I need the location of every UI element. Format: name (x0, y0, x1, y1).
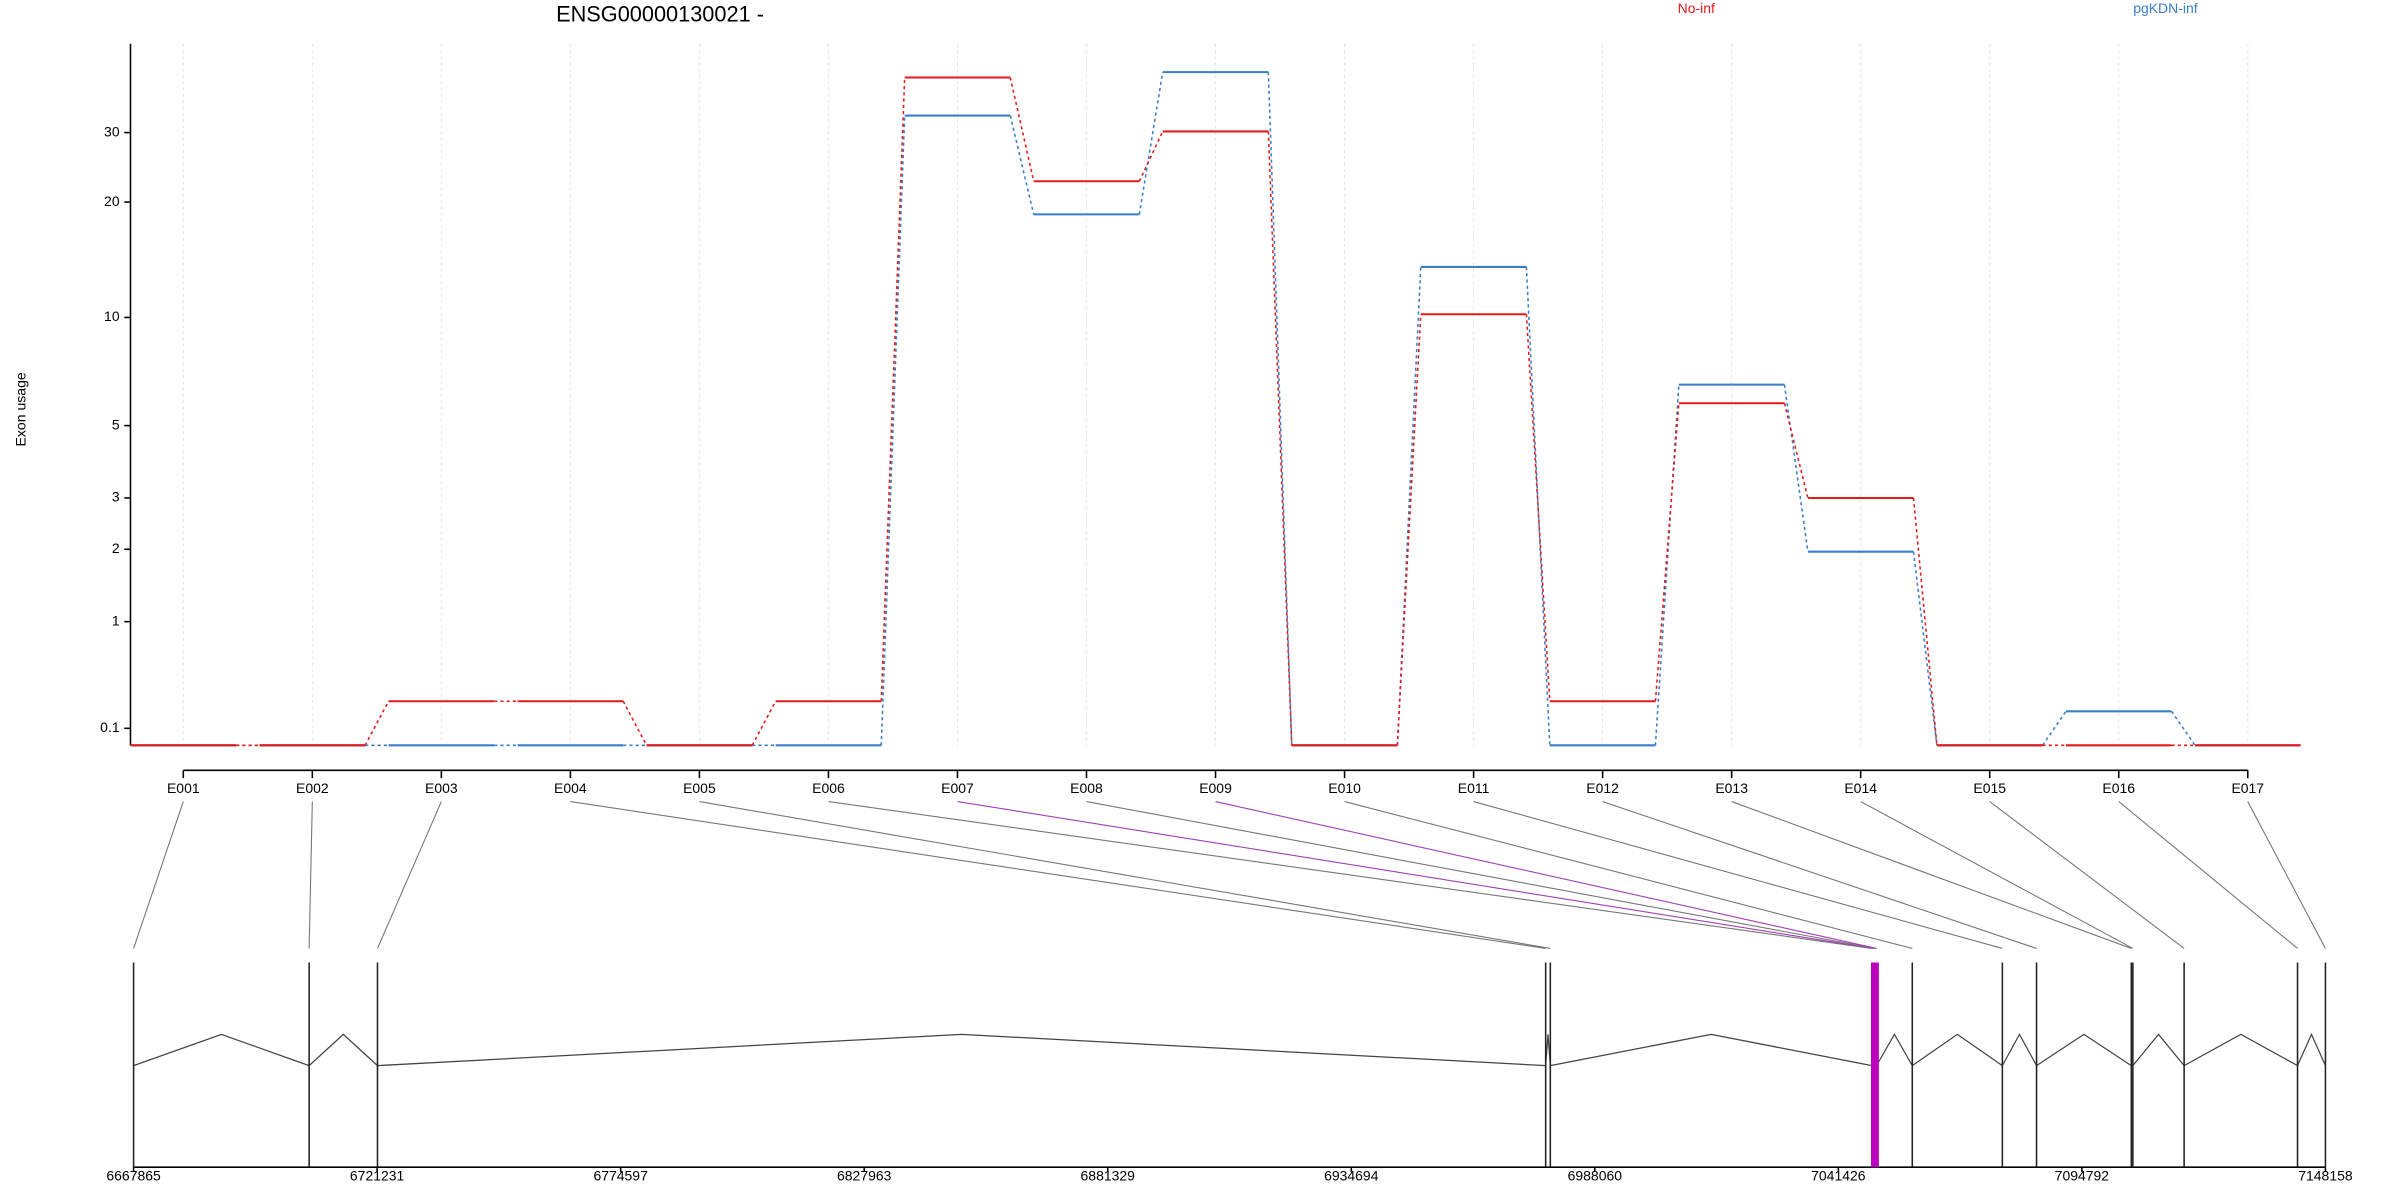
connector (2170, 710, 2196, 746)
intron (2296, 1032, 2327, 1066)
exon-link (133, 801, 184, 949)
y-tick-label: 10 (104, 308, 120, 324)
exon-link (1215, 801, 1877, 949)
gene-tick-label: 7148158 (2298, 1167, 2353, 1183)
connector (2041, 710, 2067, 746)
x-tick-label: E008 (1070, 780, 1103, 796)
connector (1912, 551, 1938, 746)
connector (1525, 266, 1551, 746)
connector (1009, 115, 1035, 215)
legend-label: No-inf (1678, 0, 1715, 16)
intron (133, 1033, 310, 1067)
intron (308, 1033, 378, 1067)
y-tick-label: 3 (112, 489, 120, 505)
connector (1912, 497, 1938, 746)
connector (1783, 384, 1809, 552)
intron (1911, 1033, 2003, 1067)
connector (1525, 314, 1551, 702)
gene-tick-label: 6827963 (837, 1167, 892, 1183)
x-tick-label: E010 (1328, 780, 1361, 796)
exon-link (2247, 801, 2326, 949)
exon-link (2118, 801, 2298, 949)
intron (1550, 1033, 1873, 1067)
connector (751, 700, 777, 746)
gene-tick-label: 7094792 (2055, 1167, 2110, 1183)
y-tick-label: 0.1 (100, 719, 120, 735)
intron (2036, 1033, 2132, 1067)
gene-tick-label: 7041426 (1811, 1167, 1866, 1183)
y-tick-label: 20 (104, 193, 120, 209)
exon-link (1731, 801, 2132, 949)
legend-label: pgKDN-inf (2133, 0, 2198, 16)
gene-tick-label: 6881329 (1081, 1167, 1136, 1183)
y-tick-label: 1 (112, 612, 120, 628)
exon-link (1989, 801, 2185, 949)
y-axis-label: Exon usage (12, 372, 28, 446)
x-tick-label: E014 (1844, 780, 1877, 796)
connector (622, 700, 648, 746)
exon-link (957, 801, 1874, 949)
connector (880, 115, 906, 746)
exon-link (1602, 801, 2037, 949)
gene-tick-label: 6721231 (350, 1167, 405, 1183)
x-tick-label: E015 (1973, 780, 2006, 796)
intron (377, 1033, 1546, 1067)
connector (1138, 72, 1164, 215)
connector (880, 77, 906, 702)
x-tick-label: E003 (425, 780, 458, 796)
x-tick-label: E016 (2102, 780, 2135, 796)
x-tick-label: E001 (167, 780, 200, 796)
x-tick-label: E004 (554, 780, 587, 796)
connector (1267, 131, 1293, 746)
exon-link (1086, 801, 1876, 949)
exon-link (376, 801, 442, 949)
x-tick-label: E011 (1458, 780, 1490, 796)
x-tick-label: E006 (812, 780, 845, 796)
connector (1138, 131, 1164, 182)
intron (2001, 1033, 2038, 1066)
connector (364, 700, 390, 746)
connector (1396, 266, 1422, 746)
intron (2132, 1033, 2185, 1067)
y-tick-label: 5 (112, 416, 120, 432)
exon-link (1473, 801, 2003, 949)
exon-link (699, 801, 1551, 949)
x-tick-label: E013 (1715, 780, 1748, 796)
gene-tick-label: 6774597 (593, 1167, 648, 1183)
connector (1009, 77, 1035, 182)
gene-tick-label: 6667865 (106, 1167, 161, 1183)
x-tick-label: E007 (941, 780, 974, 796)
exon-link (570, 801, 1546, 949)
x-tick-label: E009 (1199, 780, 1232, 796)
intron (1876, 1033, 1913, 1066)
exon-link (828, 801, 1872, 949)
x-tick-label: E005 (683, 780, 716, 796)
exon-link (1860, 801, 2134, 949)
intron (2183, 1033, 2298, 1067)
exon-link (308, 801, 313, 949)
x-tick-label: E002 (296, 780, 329, 796)
exon-link (1344, 801, 1913, 949)
gene-tick-label: 6934694 (1324, 1167, 1379, 1183)
y-tick-label: 2 (112, 540, 120, 556)
gene-tick-label: 6988060 (1568, 1167, 1623, 1183)
chart-title: ENSG00000130021 - (556, 1, 764, 26)
x-tick-label: E017 (2231, 780, 2264, 796)
y-tick-label: 30 (104, 123, 120, 139)
connector (1783, 403, 1809, 499)
x-tick-label: E012 (1586, 780, 1619, 796)
